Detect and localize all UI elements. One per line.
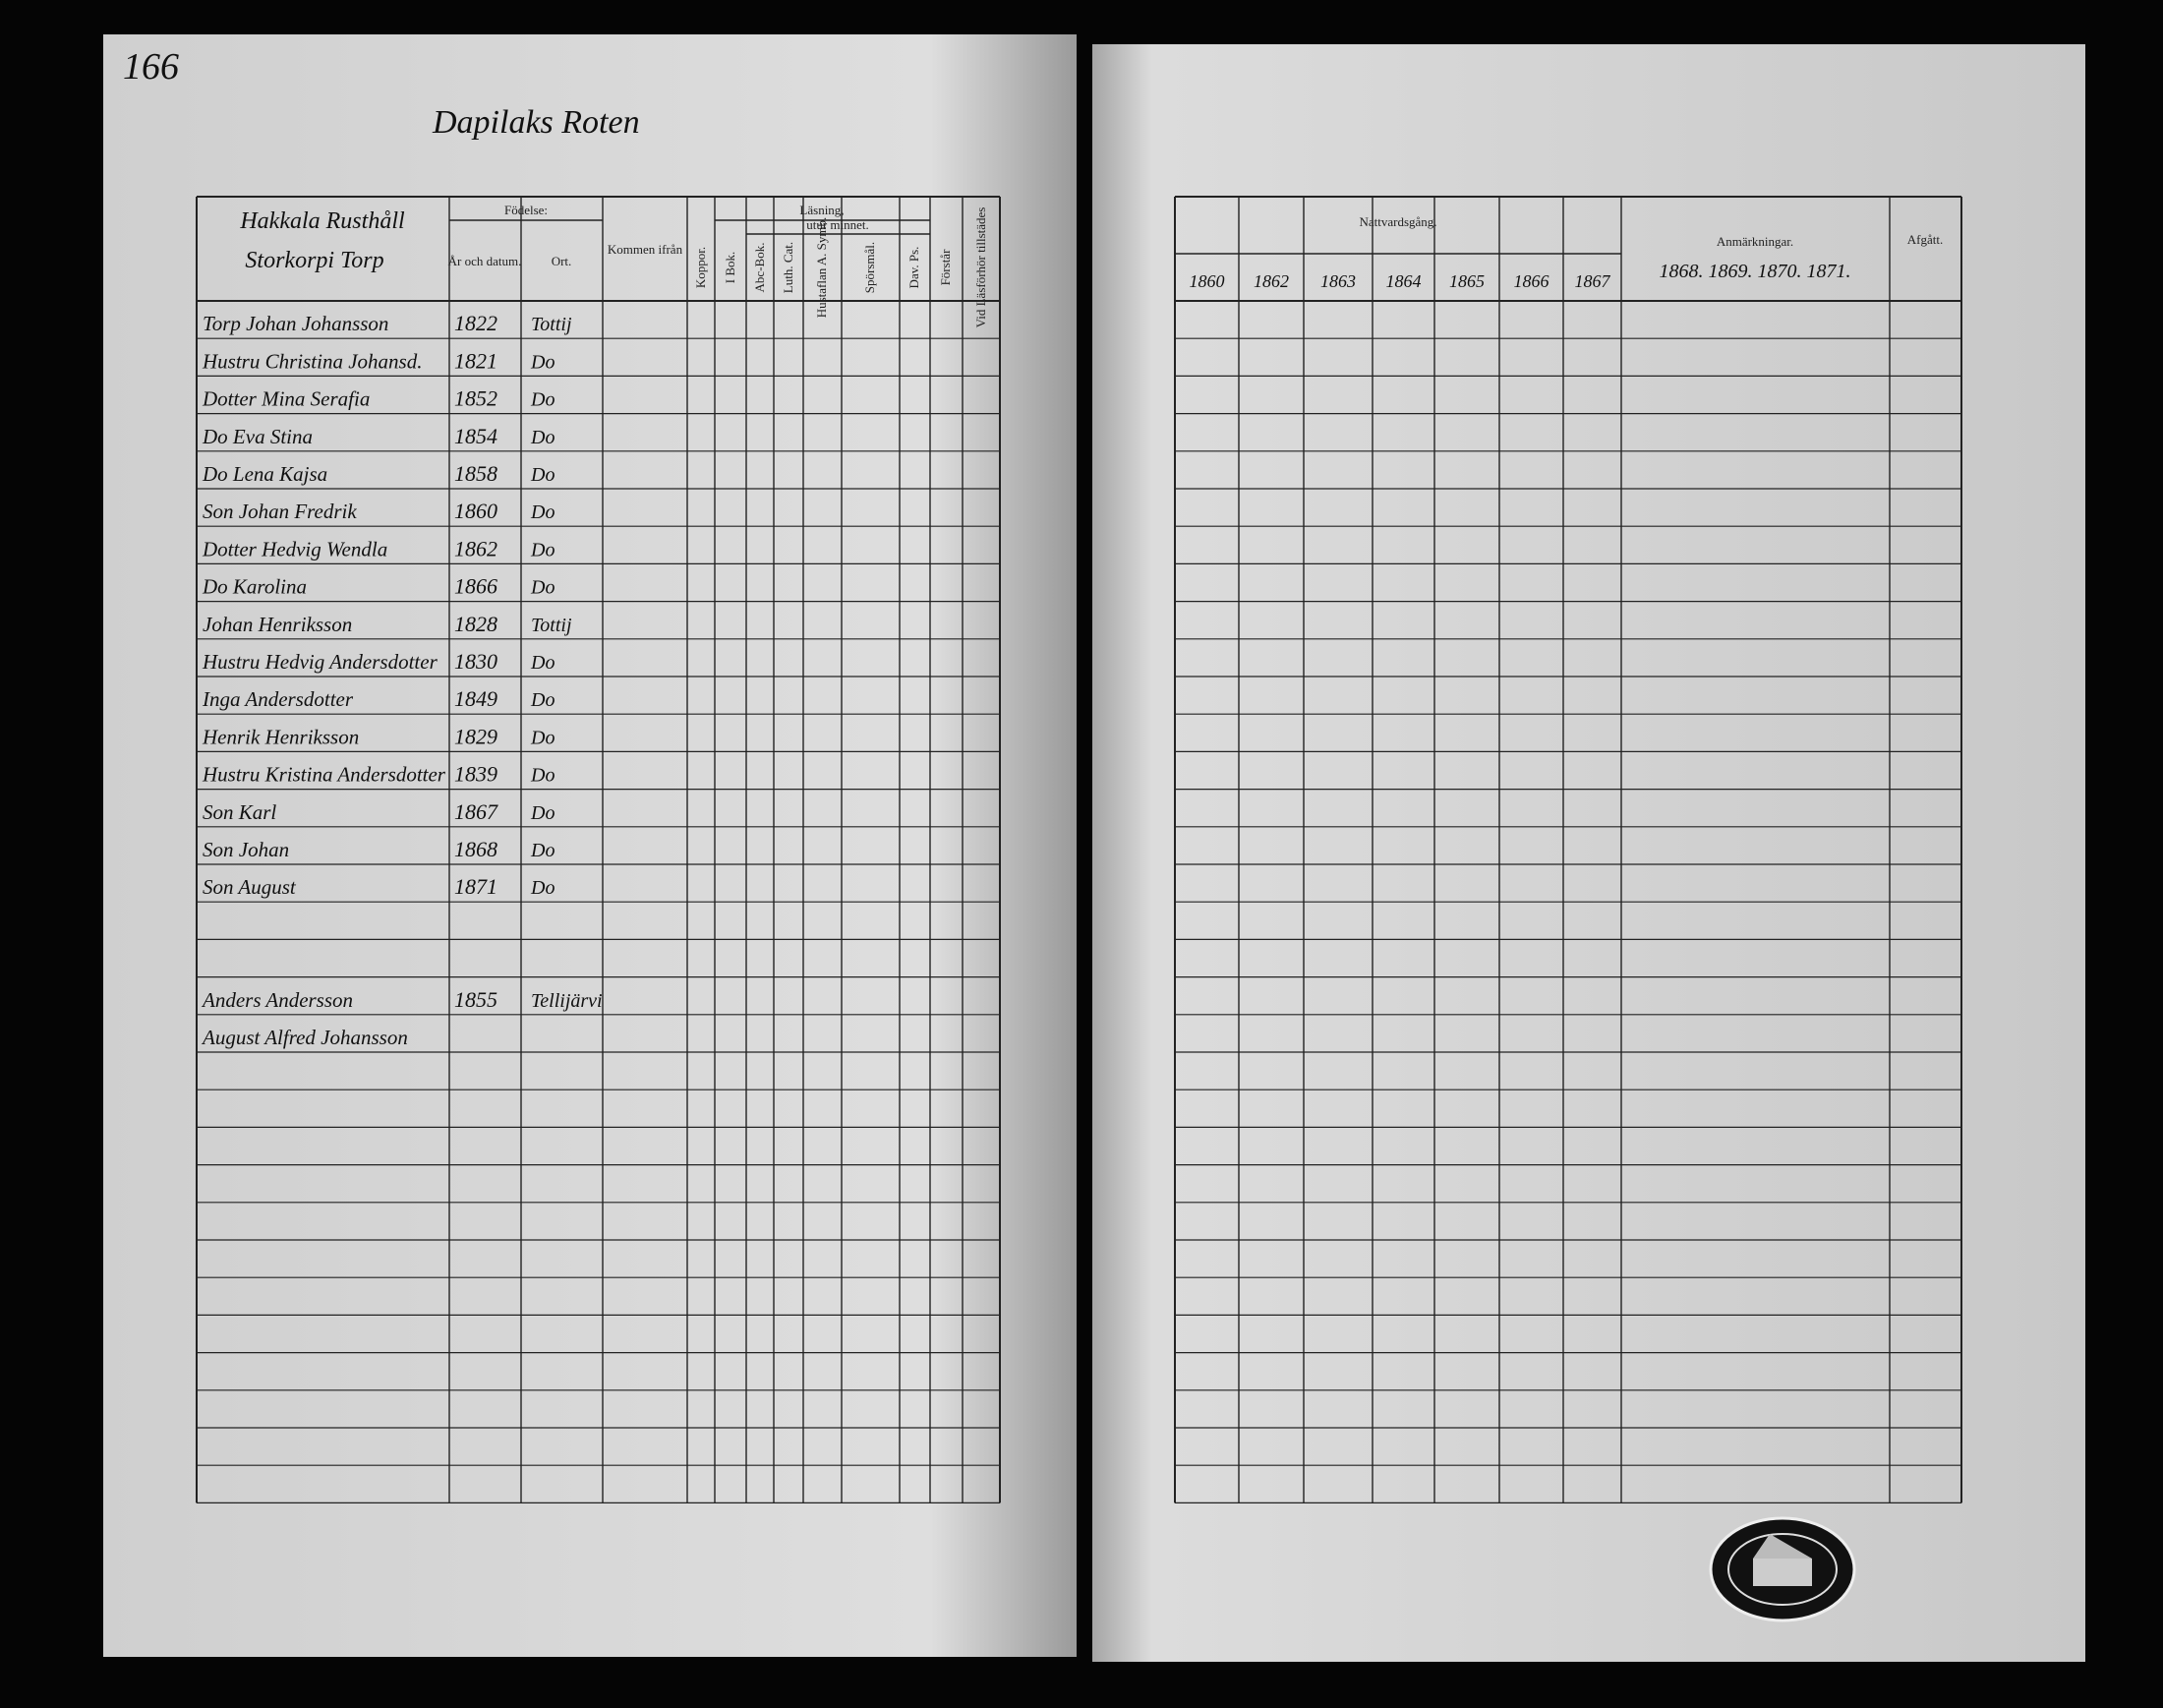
place: Do: [530, 464, 555, 486]
name: Dotter Hedvig Wendla: [202, 537, 387, 560]
name: Son Karl: [203, 800, 276, 824]
name: Henrik Henriksson: [202, 725, 359, 748]
born: 1828: [454, 612, 497, 636]
header: Luth. Cat.: [781, 242, 795, 293]
header: Dav. Ps.: [906, 247, 921, 289]
header: Afgått.: [1907, 232, 1943, 247]
place: Tottij: [531, 615, 572, 636]
born: 1821: [454, 348, 497, 373]
village: Hakkala Rusthåll: [239, 208, 405, 234]
born: 1830: [454, 649, 497, 674]
page-number: 166: [123, 46, 179, 88]
header: Kommen ifrån: [608, 242, 683, 257]
name: Son August: [203, 875, 297, 899]
place: Do: [530, 652, 555, 674]
name: Johan Henriksson: [203, 613, 352, 636]
header: utur minnet.: [806, 217, 869, 232]
name: August Alfred Johansson: [201, 1026, 408, 1049]
header: Nattvardsgång.: [1359, 214, 1436, 229]
place: Do: [530, 840, 555, 861]
born: 1849: [454, 686, 497, 711]
name: Inga Andersdotter: [202, 687, 354, 711]
header: Koppor.: [693, 247, 708, 288]
born: 1852: [454, 386, 497, 411]
born: 1866: [454, 574, 497, 599]
place: Do: [530, 577, 555, 599]
place: Tottij: [531, 314, 572, 335]
place: Tellijärvi: [531, 990, 603, 1012]
left-page: [103, 34, 1077, 1657]
header: I Bok.: [723, 252, 737, 284]
name: Hustru Hedvig Andersdotter: [202, 650, 438, 674]
name: Do Lena Kajsa: [202, 462, 327, 486]
place: Do: [530, 765, 555, 787]
born: 1822: [454, 311, 497, 335]
place: Do: [530, 877, 555, 899]
place: Do: [530, 802, 555, 824]
year: 1863: [1320, 271, 1356, 291]
farm: Storkorpi Torp: [245, 248, 383, 273]
born: 1871: [454, 874, 497, 899]
born: 1860: [454, 499, 497, 523]
born: 1829: [454, 724, 497, 748]
header: År och datum.: [448, 254, 522, 268]
name: Do Eva Stina: [202, 425, 313, 448]
header: Anmärkningar.: [1717, 234, 1793, 249]
name: Hustru Kristina Andersdotter: [202, 763, 446, 787]
header: Ort.: [552, 254, 572, 268]
year: 1864: [1386, 271, 1422, 291]
remark-years: 1868. 1869. 1870. 1871.: [1660, 261, 1851, 282]
header: Läsning,: [799, 203, 844, 217]
year: 1866: [1514, 271, 1549, 291]
place: Do: [530, 389, 555, 411]
header: Födelse:: [504, 203, 548, 217]
place: Do: [530, 727, 555, 748]
right-page: [1092, 44, 2085, 1662]
header: Förstår: [938, 249, 953, 286]
header: Vid Läsförhör tillstädes: [973, 207, 988, 328]
name: Anders Andersson: [201, 988, 353, 1012]
born: 1854: [454, 424, 497, 448]
born: 1855: [454, 987, 497, 1012]
place: Do: [530, 501, 555, 523]
born: 1862: [454, 536, 497, 560]
year: 1867: [1575, 271, 1611, 291]
born: 1867: [454, 799, 498, 824]
name: Son Johan: [203, 838, 289, 861]
place: Do: [530, 539, 555, 560]
name: Son Johan Fredrik: [203, 500, 357, 523]
year: 1865: [1449, 271, 1485, 291]
name: Torp Johan Johansson: [203, 312, 388, 335]
year: 1862: [1254, 271, 1289, 291]
born: 1839: [454, 762, 497, 787]
born: 1868: [454, 837, 497, 861]
heading: Dapilaks Roten: [432, 104, 640, 141]
header: Abc-Bok.: [752, 243, 767, 293]
name: Hustru Christina Johansd.: [202, 349, 422, 373]
stamp: [1709, 1516, 1856, 1622]
header: Spörsmål.: [862, 242, 877, 293]
place: Do: [530, 689, 555, 711]
name: Do Karolina: [202, 575, 307, 599]
year: 1860: [1190, 271, 1225, 291]
born: 1858: [454, 461, 497, 486]
header: Hustaflan A. Symb.: [814, 217, 829, 319]
place: Do: [530, 427, 555, 448]
place: Do: [530, 351, 555, 373]
name: Dotter Mina Serafia: [202, 387, 370, 411]
